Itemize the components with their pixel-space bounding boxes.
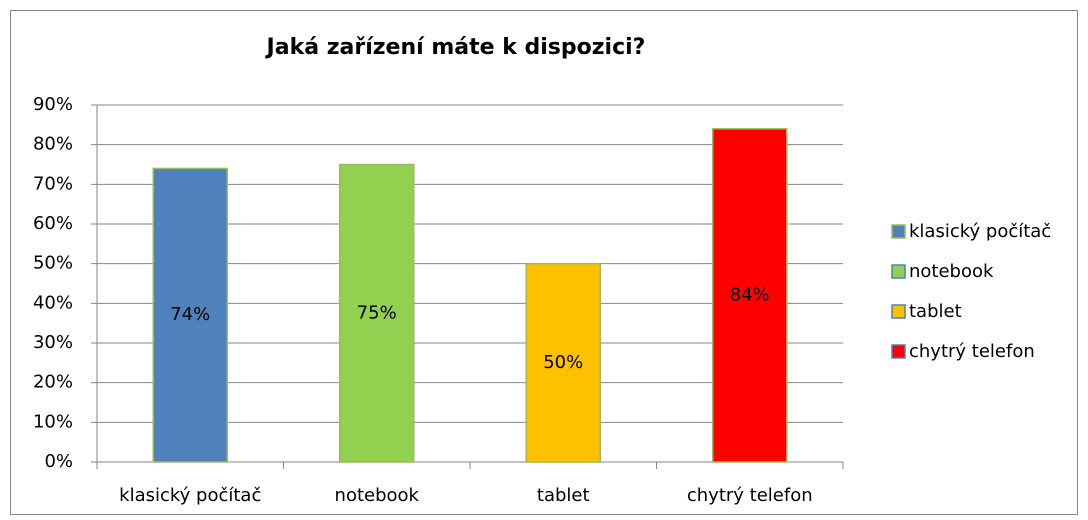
- data-label: 74%: [170, 304, 210, 325]
- legend-swatch: [891, 344, 906, 359]
- chart-title: Jaká zařízení máte k dispozici?: [265, 35, 646, 60]
- legend-swatch: [891, 264, 906, 279]
- y-tick-label: 70%: [33, 173, 73, 194]
- x-tick-label: klasický počítač: [119, 485, 261, 506]
- y-tick-label: 10%: [33, 411, 73, 432]
- bar: [152, 167, 228, 463]
- legend-label: tablet: [909, 301, 962, 322]
- y-tick-label: 90%: [33, 94, 73, 115]
- bar: [712, 128, 788, 463]
- bar: [339, 163, 415, 463]
- x-tick-label: notebook: [335, 485, 420, 506]
- data-label: 50%: [543, 352, 583, 373]
- legend-label: notebook: [909, 261, 994, 282]
- bar: [525, 262, 601, 463]
- data-label: 84%: [730, 284, 770, 305]
- y-tick-label: 80%: [33, 134, 73, 155]
- legend-label: klasický počítač: [909, 221, 1051, 242]
- y-tick-label: 30%: [33, 332, 73, 353]
- x-tick-label: tablet: [537, 485, 590, 506]
- x-tick-label: chytrý telefon: [687, 485, 813, 506]
- y-tick-label: 40%: [33, 292, 73, 313]
- legend-swatch: [891, 224, 906, 239]
- y-tick-label: 50%: [33, 253, 73, 274]
- legend-label: chytrý telefon: [909, 341, 1035, 362]
- y-tick-label: 20%: [33, 372, 73, 393]
- y-tick-label: 0%: [44, 451, 73, 472]
- y-tick-label: 60%: [33, 213, 73, 234]
- legend-swatch: [891, 304, 906, 319]
- data-label: 75%: [357, 302, 397, 323]
